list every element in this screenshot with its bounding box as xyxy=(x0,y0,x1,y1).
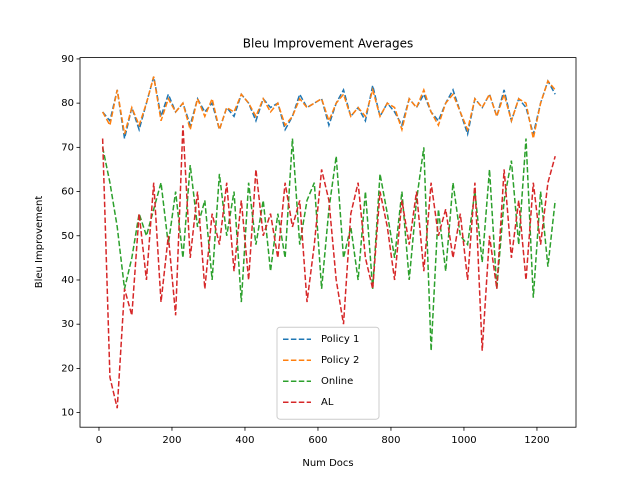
y-tick-label: 70 xyxy=(61,142,74,153)
y-tick-label: 90 xyxy=(61,54,74,65)
plot-frame xyxy=(79,57,577,428)
chart-title: Bleu Improvement Averages xyxy=(243,37,413,51)
legend-box xyxy=(276,326,380,420)
y-tick-label: 60 xyxy=(61,187,74,198)
legend-label: Policy 1 xyxy=(321,334,359,345)
x-tick-label: 800 xyxy=(381,435,400,446)
series-line xyxy=(101,138,556,351)
x-tick-label: 400 xyxy=(235,435,254,446)
y-tick-label: 80 xyxy=(61,98,74,109)
y-axis-label: Bleu Improvement xyxy=(34,196,45,289)
y-tick-label: 10 xyxy=(61,408,74,419)
y-tick-label: 50 xyxy=(61,231,74,242)
x-tick-label: 1000 xyxy=(451,435,476,446)
series-line xyxy=(101,76,556,139)
x-tick-label: 200 xyxy=(162,435,181,446)
x-tick-label: 0 xyxy=(96,435,102,446)
legend-label: Policy 2 xyxy=(321,355,359,366)
x-tick-label: 600 xyxy=(308,435,327,446)
x-axis-label: Num Docs xyxy=(302,458,353,469)
y-tick-label: 20 xyxy=(61,363,74,374)
legend-label: AL xyxy=(321,397,334,408)
legend-label: Online xyxy=(321,376,353,387)
y-tick-label: 40 xyxy=(61,275,74,286)
x-tick-label: 1200 xyxy=(524,435,549,446)
series-line xyxy=(101,125,556,409)
y-tick-label: 30 xyxy=(61,319,74,330)
